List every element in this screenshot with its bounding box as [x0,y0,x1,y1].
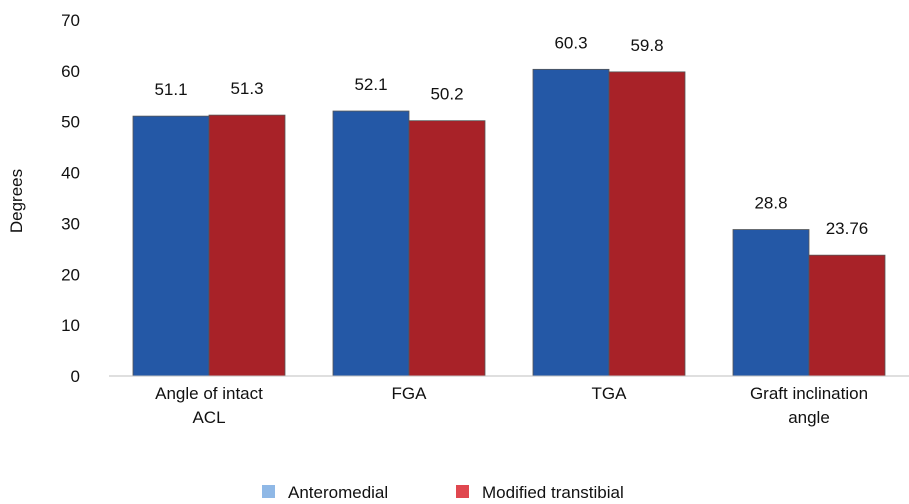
bar-modified-transtibial [208,114,286,377]
y-tick-label: 50 [61,113,80,132]
category-label: ACL [192,408,225,427]
bar-modified-transtibial [808,254,886,377]
data-label: 23.76 [826,219,869,238]
y-tick-label: 40 [61,164,80,183]
y-tick-label: 0 [71,367,80,386]
bar-anteromedial [732,229,810,377]
legend-label: Modified transtibial [482,483,624,502]
data-label: 51.3 [230,79,263,98]
legend-item-modified-transtibial[interactable]: Modified transtibial [456,483,624,502]
y-tick-label: 20 [61,265,80,284]
bar-anteromedial [332,110,410,377]
data-label: 59.8 [630,36,663,55]
bar-modified-transtibial [608,71,686,377]
category-label: FGA [392,384,428,403]
y-axis: 0 10 20 30 40 50 60 70 [61,11,80,386]
y-tick-label: 10 [61,316,80,335]
data-label: 50.2 [430,85,463,104]
legend-swatch [456,485,469,498]
legend-item-anteromedial[interactable]: Anteromedial [262,483,388,502]
bar-modified-transtibial [408,120,486,377]
bars [132,68,886,377]
y-axis-title: Degrees [7,169,26,233]
category-labels: Angle of intact ACL FGA TGA Graft inclinatio… [155,384,868,427]
bar-anteromedial [132,115,210,377]
legend-swatch [262,485,275,498]
legend[interactable]: Anteromedial Modified transtibial [262,483,624,502]
category-label: Graft inclination [750,384,868,403]
category-label: TGA [592,384,628,403]
category-label: Angle of intact [155,384,263,403]
y-tick-label: 70 [61,11,80,30]
y-tick-label: 30 [61,214,80,233]
category-label: angle [788,408,830,427]
data-label: 60.3 [554,33,587,52]
data-labels: 51.1 51.3 52.1 50.2 60.3 59.8 28.8 23.76 [154,33,868,238]
data-label: 52.1 [354,75,387,94]
bar-anteromedial [532,68,610,377]
data-label: 51.1 [154,80,187,99]
legend-label: Anteromedial [288,483,388,502]
data-label: 28.8 [754,194,787,213]
y-tick-label: 60 [61,62,80,81]
